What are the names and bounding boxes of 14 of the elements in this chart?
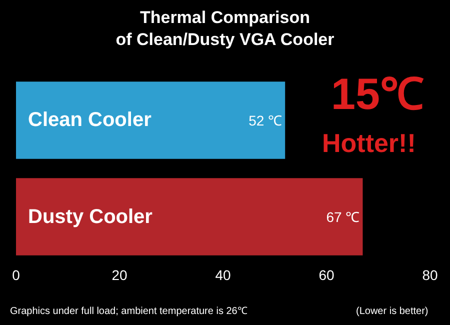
- annotation: 15℃: [331, 70, 424, 119]
- x-tick-label: 80: [422, 267, 438, 283]
- x-tick-label: 60: [318, 267, 334, 283]
- chart-title: Thermal Comparison of Clean/Dusty VGA Cooler: [116, 8, 335, 49]
- annotation: Hotter!!: [322, 128, 416, 158]
- x-tick-label: 20: [112, 267, 128, 283]
- x-tick-label: 0: [12, 267, 20, 283]
- data-label: 67 ℃: [326, 208, 360, 225]
- text: (Lower is better): [356, 306, 428, 317]
- text: Graphics under full load; ambient temperature is 26℃: [10, 306, 248, 317]
- y-tick-label: Dusty Cooler: [28, 206, 153, 228]
- y-tick-label: Clean Cooler: [28, 109, 152, 131]
- x-tick-label: 40: [215, 267, 231, 283]
- data-label: 52 ℃: [248, 112, 282, 128]
